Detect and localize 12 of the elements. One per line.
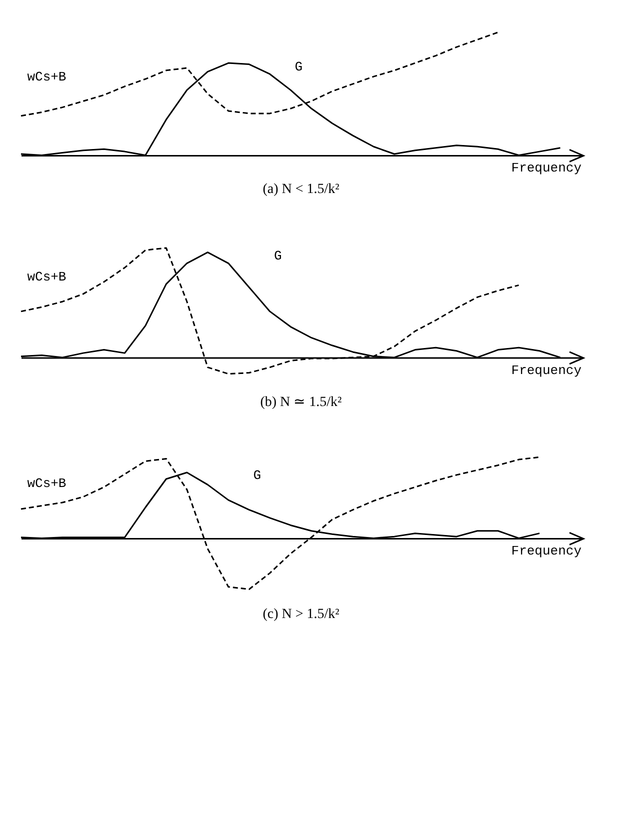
text: G [274, 248, 282, 264]
series-label: G [294, 60, 303, 75]
x-axis-title: Frequency [511, 544, 582, 559]
text: G [253, 468, 262, 483]
series-label: wCs+B [27, 70, 66, 85]
x-axis-title: Frequency [511, 362, 582, 378]
series-label: wCs+B [27, 476, 66, 492]
text: (b) N ≃ 1.5/k² [260, 395, 342, 410]
text: (a) N < 1.5/k² [262, 182, 340, 198]
text: (c) N > 1.5/k² [262, 607, 340, 622]
series-label: wCs+B [27, 269, 66, 284]
x-axis-title: Frequency [511, 160, 582, 176]
